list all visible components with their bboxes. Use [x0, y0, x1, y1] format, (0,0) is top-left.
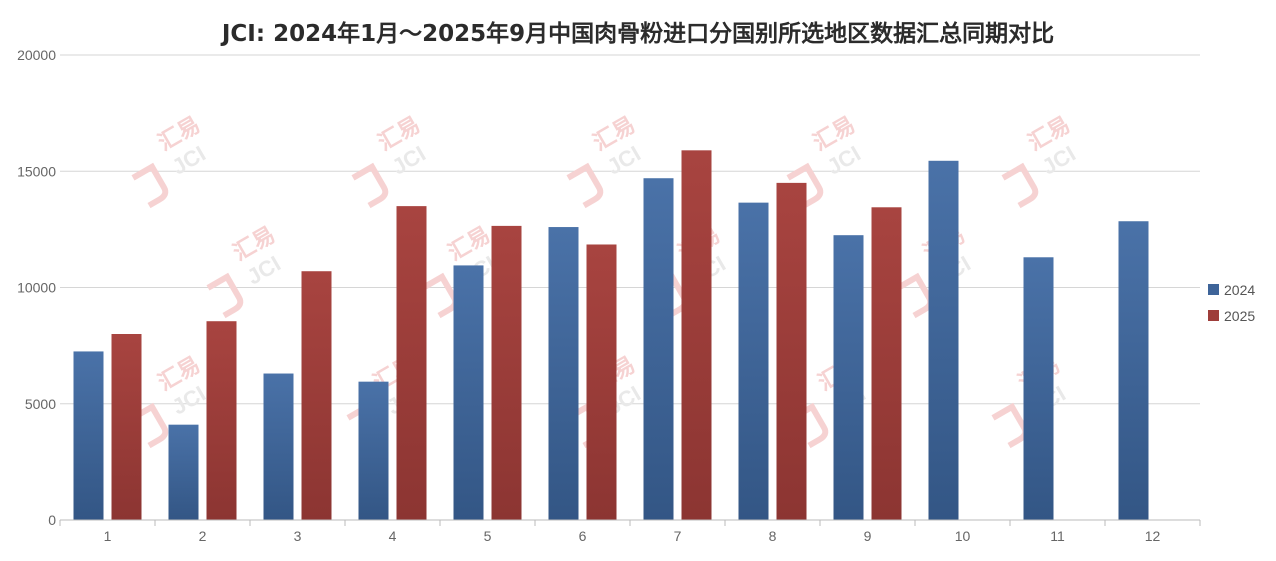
bar-2024-9	[833, 235, 864, 520]
watermark-shape	[991, 402, 1029, 449]
watermark-shape	[131, 402, 169, 449]
y-tick-label: 5000	[25, 396, 56, 412]
legend-swatch-2024	[1208, 284, 1219, 295]
legend-label-2025: 2025	[1224, 308, 1255, 324]
bar-2024-11	[1023, 257, 1054, 520]
legend-swatch-2025	[1208, 310, 1219, 321]
bar-2024-10	[928, 160, 959, 520]
bar-2025-3	[301, 271, 332, 520]
bar-2024-6	[548, 227, 579, 521]
bar-2025-7	[681, 150, 712, 520]
y-tick-label: 20000	[17, 47, 56, 63]
x-tick-label: 10	[955, 528, 971, 544]
bar-2024-8	[738, 202, 769, 520]
watermark-shape	[131, 162, 169, 209]
bar-2025-2	[206, 321, 237, 520]
y-tick-label: 15000	[17, 163, 56, 179]
watermark-shape	[421, 272, 459, 319]
legend-label-2024: 2024	[1224, 282, 1255, 298]
bar-2025-4	[396, 206, 427, 520]
x-tick-label: 1	[104, 528, 112, 544]
bar-2024-3	[263, 373, 294, 520]
bars	[73, 150, 1149, 521]
bar-2025-8	[776, 182, 807, 520]
bar-2024-12	[1118, 221, 1149, 521]
bar-2024-5	[453, 265, 484, 520]
x-tick-label: 11	[1050, 528, 1065, 544]
x-tick-label: 9	[864, 528, 872, 544]
x-tick-label: 6	[579, 528, 587, 544]
watermark-shape	[791, 402, 829, 449]
x-tick-label: 2	[199, 528, 207, 544]
bar-2025-6	[586, 244, 617, 521]
bar-2024-2	[168, 424, 199, 520]
watermark-shape	[896, 272, 934, 319]
watermark-shape	[786, 162, 824, 209]
x-tick-label: 12	[1145, 528, 1161, 544]
watermark-shape	[206, 272, 244, 319]
bar-2024-7	[643, 178, 674, 520]
x-tick-label: 5	[484, 528, 492, 544]
x-tick-label: 3	[294, 528, 302, 544]
bar-2025-9	[871, 207, 902, 520]
chart-title: JCI: 2024年1月～2025年9月中国肉骨粉进口分国别所选地区数据汇总同期…	[221, 21, 1055, 47]
bar-2024-4	[358, 381, 389, 520]
bar-2025-1	[111, 334, 142, 520]
watermark-shape	[1001, 162, 1039, 209]
y-tick-label: 10000	[17, 280, 56, 296]
bar-2025-5	[491, 225, 522, 520]
x-tick-label: 8	[769, 528, 777, 544]
watermark-shape	[351, 162, 389, 209]
x-tick-label: 7	[674, 528, 682, 544]
bar-2024-1	[73, 351, 104, 520]
x-tick-label: 4	[389, 528, 397, 544]
watermark-shape	[566, 162, 604, 209]
y-tick-label: 0	[48, 512, 56, 528]
legend: 2024 2025	[1208, 282, 1255, 324]
